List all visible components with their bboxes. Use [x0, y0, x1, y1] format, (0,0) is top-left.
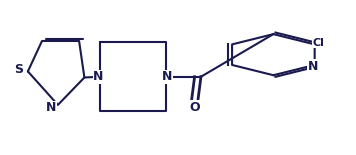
Text: S: S: [15, 63, 23, 76]
Text: Cl: Cl: [312, 38, 324, 48]
Text: N: N: [93, 70, 104, 83]
Text: N: N: [162, 70, 173, 83]
Text: N: N: [308, 60, 318, 73]
Text: O: O: [189, 101, 200, 114]
Text: N: N: [46, 101, 56, 114]
